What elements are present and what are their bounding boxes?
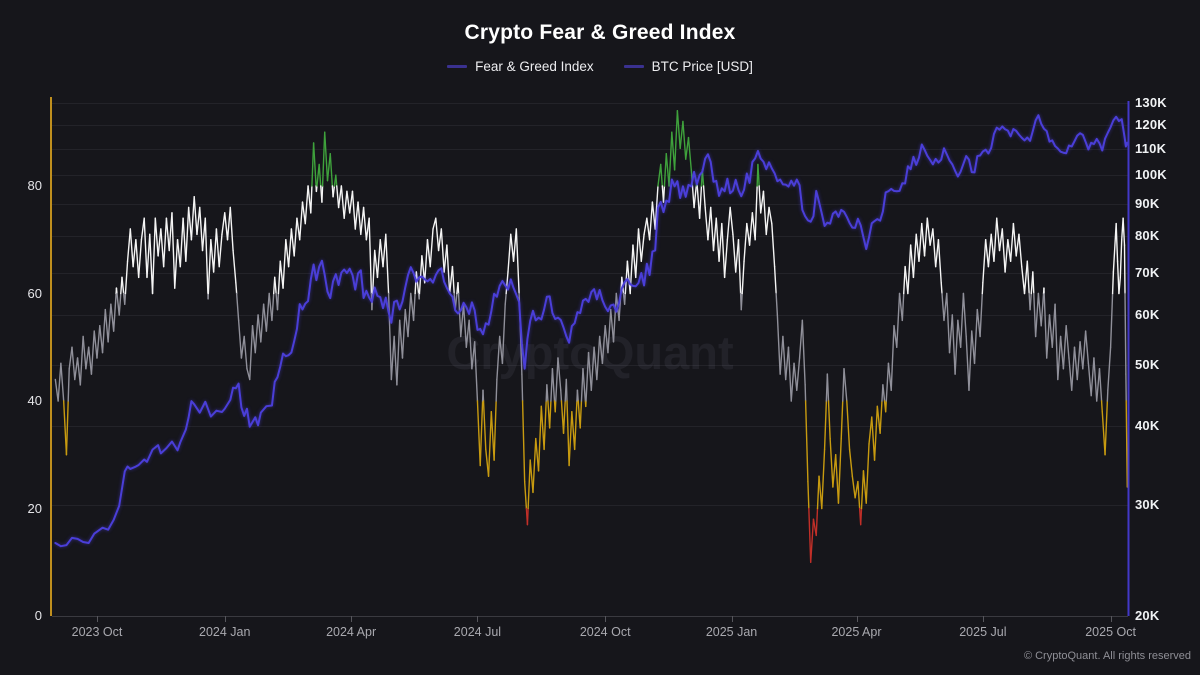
y-right-tick-label: 100K bbox=[1135, 166, 1167, 182]
y-right-tick-label: 50K bbox=[1135, 356, 1160, 372]
y-right-tick-label: 90K bbox=[1135, 195, 1160, 211]
legend-label: Fear & Greed Index bbox=[475, 59, 594, 74]
y-right-tick-label: 30K bbox=[1135, 496, 1160, 512]
line-marker-icon bbox=[623, 65, 644, 68]
legend-item-fear-greed-index[interactable]: Fear & Greed Index bbox=[447, 59, 594, 74]
page-title: Crypto Fear & Greed Index bbox=[464, 21, 736, 44]
line-marker-icon bbox=[447, 65, 468, 68]
x-axis-tick-label: 2023 Oct bbox=[71, 625, 123, 639]
y-right-tick-label: 70K bbox=[1135, 264, 1160, 280]
y-right-tick-label: 20K bbox=[1135, 608, 1160, 623]
legend-label: BTC Price [USD] bbox=[651, 59, 753, 74]
x-axis-tick-label: 2024 Oct bbox=[579, 625, 631, 639]
y-right-tick-label: 110K bbox=[1135, 140, 1167, 156]
y-left-tick-label: 0 bbox=[34, 608, 42, 623]
y-right-tick-label: 130K bbox=[1135, 94, 1167, 110]
y-left-tick-label: 40 bbox=[27, 393, 42, 408]
y-left-tick-label: 20 bbox=[27, 500, 42, 516]
y-right-tick-label: 80K bbox=[1135, 228, 1160, 244]
y-right-tick-label: 120K bbox=[1135, 116, 1167, 132]
legend: Fear & Greed Index BTC Price [USD] bbox=[0, 59, 1200, 74]
x-axis-tick-label: 2025 Jul bbox=[959, 625, 1007, 639]
x-axis-tick-label: 2024 Jan bbox=[199, 625, 251, 639]
x-axis-tick-label: 2025 Jan bbox=[705, 625, 758, 639]
x-axis-tick-label: 2025 Apr bbox=[831, 625, 882, 639]
copyright-notice: © CryptoQuant. All rights reserved bbox=[1023, 650, 1191, 662]
legend-item-btc-price[interactable]: BTC Price [USD] bbox=[623, 59, 753, 74]
y-left-tick-label: 60 bbox=[27, 285, 42, 301]
x-axis-tick-label: 2024 Jul bbox=[453, 625, 502, 639]
y-left-tick-label: 80 bbox=[27, 178, 42, 193]
x-axis-tick-label: 2024 Apr bbox=[326, 625, 377, 639]
y-right-tick-label: 40K bbox=[1135, 418, 1160, 433]
y-right-tick-label: 60K bbox=[1135, 306, 1160, 322]
x-axis-tick-label: 2025 Oct bbox=[1085, 625, 1136, 639]
